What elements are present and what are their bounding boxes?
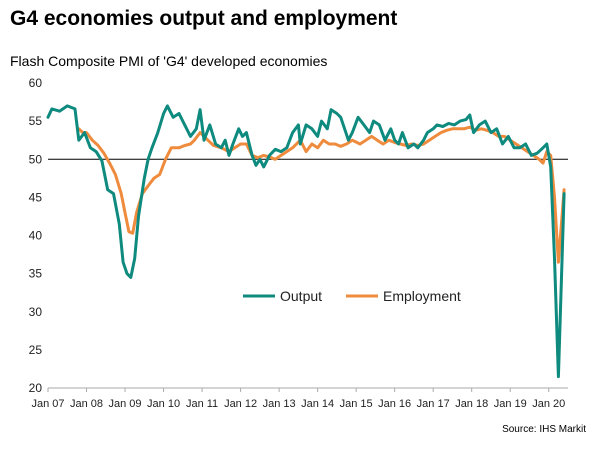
y-tick-label: 35: [29, 267, 43, 281]
chart-legend: Output Employment: [243, 288, 461, 304]
x-tick-label: Jan 14: [301, 398, 334, 410]
chart-subtitle: Flash Composite PMI of 'G4' developed ec…: [10, 53, 328, 69]
x-tick-label: Jan 16: [378, 398, 411, 410]
y-tick-label: 40: [29, 229, 43, 243]
y-tick-label: 55: [29, 114, 43, 128]
series-line-output: [46, 104, 566, 379]
legend-label-employment: Employment: [383, 288, 461, 304]
x-tick-label: Jan 08: [70, 398, 103, 410]
x-tick-label: Jan 20: [532, 398, 565, 410]
x-tick-label: Jan 09: [109, 398, 142, 410]
x-tick-label: Jan 18: [455, 398, 488, 410]
y-tick-label: 30: [29, 305, 43, 319]
chart-series: [46, 104, 566, 379]
x-tick-label: Jan 07: [31, 398, 64, 410]
y-tick-label: 50: [29, 152, 43, 166]
x-tick-label: Jan 11: [186, 398, 218, 410]
y-tick-label: 60: [29, 76, 43, 90]
x-tick-label: Jan 17: [417, 398, 450, 410]
x-tick-label: Jan 13: [263, 398, 296, 410]
source-note: Source: IHS Markit: [502, 424, 586, 435]
x-tick-label: Jan 15: [340, 398, 373, 410]
y-tick-label: 20: [29, 381, 43, 395]
y-tick-label: 45: [29, 190, 43, 204]
y-tick-label: 25: [29, 343, 43, 357]
chart-title: G4 economies output and employment: [10, 7, 398, 30]
chart-axes: 20 25 30 35 40 45 50 55 60 Jan 07 Jan 08 Jan 09 Jan …: [29, 76, 568, 410]
legend-label-output: Output: [280, 288, 322, 304]
x-tick-label: Jan 10: [147, 398, 180, 410]
x-tick-label: Jan 12: [224, 398, 257, 410]
x-tick-label: Jan 19: [494, 398, 527, 410]
